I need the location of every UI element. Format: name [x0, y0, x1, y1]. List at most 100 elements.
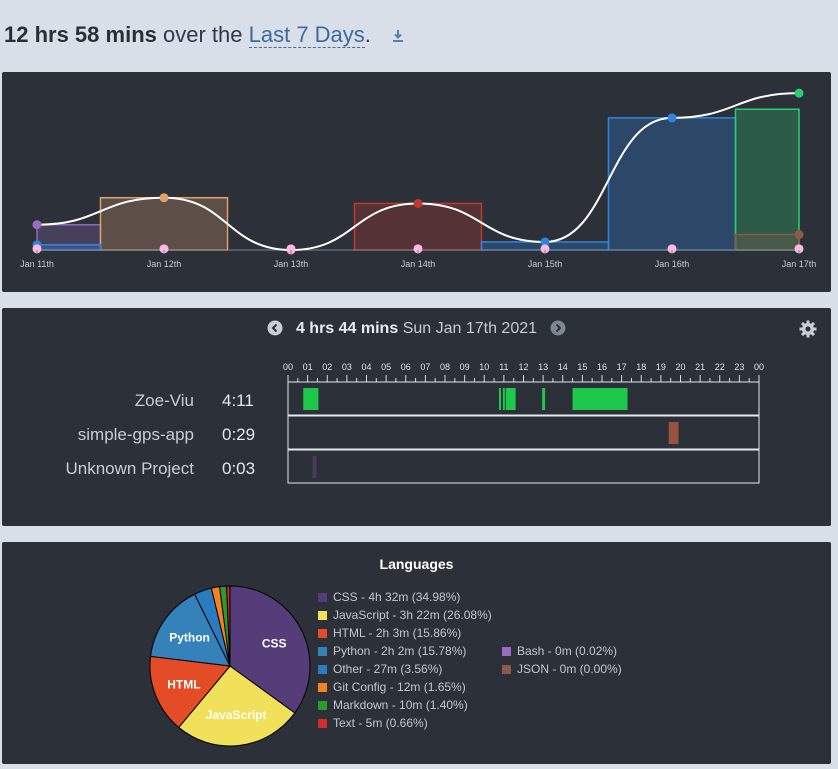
chevron-right-circle-icon[interactable]: [550, 320, 566, 341]
legend-item[interactable]: Bash - 0m (0.02%): [502, 643, 617, 659]
legend-swatch: [318, 647, 327, 656]
hour-label: 10: [479, 362, 490, 372]
languages-pie-chart: CSS JavaScript HTML Python: [149, 585, 311, 747]
trend-point[interactable]: [794, 88, 804, 98]
legend-swatch: [502, 665, 511, 674]
activity-bar[interactable]: [607, 117, 737, 251]
activity-bar[interactable]: [99, 196, 229, 251]
timeline-panel: 4 hrs 44 mins Sun Jan 17th 2021 00 01 02 03…: [2, 308, 831, 526]
project-name-unknown-project[interactable]: Unknown Project: [65, 459, 194, 478]
project-time-unknown-project: 0:03: [222, 459, 256, 478]
pie-slice-html[interactable]: [149, 655, 231, 729]
trend-point[interactable]: [413, 198, 423, 208]
legend-item[interactable]: Git Config - 12m (1.65%): [318, 679, 466, 695]
series-point[interactable]: [667, 244, 677, 254]
chevron-left-circle-icon[interactable]: [267, 320, 283, 341]
x-tick-label: Jan 14th: [401, 259, 436, 269]
hour-label: 00: [753, 362, 765, 372]
series-point[interactable]: [32, 244, 42, 254]
x-tick-label: Jan 17th: [782, 259, 817, 269]
timeline-date-row: 4 hrs 44 mins Sun Jan 17th 2021: [2, 320, 831, 341]
series-point[interactable]: [286, 244, 296, 254]
activity-bar[interactable]: [36, 244, 102, 251]
legend-label: JSON - 0m (0.00%): [517, 662, 622, 676]
legend-swatch: [502, 647, 511, 656]
series-point[interactable]: [794, 244, 804, 254]
series-point[interactable]: [159, 244, 169, 254]
legend-item[interactable]: JSON - 0m (0.00%): [502, 661, 622, 677]
header-period: .: [364, 22, 371, 47]
total-time: 12 hrs 58 mins: [4, 22, 157, 47]
pie-label: CSS: [262, 636, 287, 650]
hour-label: 14: [557, 362, 568, 372]
day-date: Sun Jan 17th 2021: [402, 320, 538, 337]
activity-block[interactable]: [498, 388, 501, 410]
x-tick-label: Jan 13th: [274, 259, 309, 269]
legend-item[interactable]: Python - 2h 2m (15.78%): [318, 643, 466, 659]
hour-label: 15: [577, 362, 588, 372]
activity-block[interactable]: [303, 388, 319, 410]
project-name-simple-gps-app[interactable]: simple-gps-app: [77, 425, 194, 444]
download-icon[interactable]: [391, 23, 405, 49]
legend-item[interactable]: JavaScript - 3h 22m (26.08%): [318, 607, 492, 623]
hour-label: 17: [616, 362, 627, 372]
legend-label: CSS - 4h 32m (34.98%): [333, 590, 461, 604]
legend-label: Markdown - 10m (1.40%): [333, 698, 468, 712]
activity-block[interactable]: [542, 388, 546, 410]
timeline-row: [287, 381, 760, 416]
legend-label: Git Config - 12m (1.65%): [333, 680, 466, 694]
legend-item[interactable]: Text - 5m (0.66%): [318, 715, 428, 731]
trend-point[interactable]: [667, 113, 677, 123]
hour-label: 12: [518, 362, 529, 372]
series-point[interactable]: [794, 229, 804, 239]
timeline-chart: [287, 375, 760, 484]
x-tick-label: Jan 15th: [528, 259, 563, 269]
series-point[interactable]: [413, 244, 423, 254]
gear-icon[interactable]: [799, 320, 817, 343]
activity-bar[interactable]: [734, 233, 800, 251]
activity-bar[interactable]: [353, 202, 483, 251]
legend-label: Python - 2h 2m (15.78%): [333, 644, 467, 658]
hour-label: 11: [499, 362, 509, 372]
pie-label: JavaScript: [206, 708, 267, 722]
hour-label: 05: [381, 362, 392, 372]
legend-swatch: [318, 629, 327, 638]
hour-label: 01: [302, 362, 313, 372]
legend-item[interactable]: Other - 27m (3.56%): [318, 661, 442, 677]
hour-label: 08: [439, 362, 451, 372]
legend-swatch: [318, 593, 327, 602]
legend-swatch: [318, 683, 327, 692]
hour-label: 00: [282, 362, 294, 372]
summary-header: 12 hrs 58 mins over the Last 7 Days.: [4, 22, 824, 54]
legend-label: Bash - 0m (0.02%): [517, 644, 618, 658]
legend-item[interactable]: HTML - 2h 3m (15.86%): [318, 625, 461, 641]
hour-label: 04: [361, 362, 372, 372]
series-point[interactable]: [540, 244, 550, 254]
project-name-zoe-viu[interactable]: Zoe-Viu: [134, 391, 194, 410]
legend-swatch: [318, 719, 327, 728]
project-time-simple-gps-app: 0:29: [222, 425, 256, 444]
pie-label: HTML: [167, 677, 200, 691]
pie-slice-javascript[interactable]: [178, 665, 296, 747]
activity-block[interactable]: [502, 388, 505, 410]
timeline-row: [287, 415, 760, 450]
activity-block[interactable]: [312, 456, 317, 478]
activity-block[interactable]: [572, 388, 628, 410]
range-selector[interactable]: Last 7 Days: [248, 22, 365, 48]
activity-block[interactable]: [505, 388, 516, 410]
activity-bar[interactable]: [734, 108, 800, 251]
trend-point[interactable]: [32, 220, 42, 230]
hour-label: 09: [459, 362, 470, 372]
legend-item[interactable]: CSS - 4h 32m (34.98%): [318, 589, 460, 605]
legend-swatch: [318, 701, 327, 710]
legend-item[interactable]: Markdown - 10m (1.40%): [318, 697, 468, 713]
x-tick-label: Jan 11th: [20, 259, 54, 269]
trend-point[interactable]: [159, 193, 169, 203]
activity-block[interactable]: [668, 422, 679, 444]
trend-point[interactable]: [540, 237, 550, 247]
hour-label: 22: [714, 362, 725, 372]
pie-slice-python[interactable]: [150, 593, 231, 667]
hour-label: 19: [655, 362, 666, 372]
legend-label: Other - 27m (3.56%): [333, 662, 443, 676]
pie-slice-css[interactable]: [229, 585, 311, 714]
